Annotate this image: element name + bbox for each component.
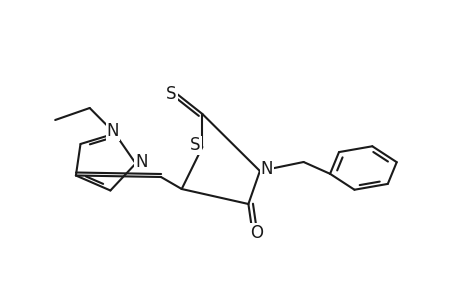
Text: N: N [134,153,147,171]
Text: N: N [260,160,273,178]
Text: S: S [190,136,200,154]
Text: O: O [250,224,263,242]
Text: N: N [106,122,119,140]
Text: S: S [166,85,176,103]
